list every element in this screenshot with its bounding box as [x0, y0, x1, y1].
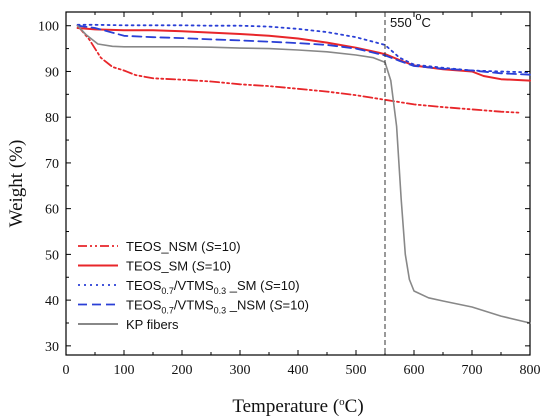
- y-tick-label: 50: [45, 248, 59, 263]
- legend-text-part: 0.7: [161, 286, 174, 296]
- legend-text-part: KP fibers: [126, 317, 179, 332]
- x-tick-label: 700: [462, 363, 483, 378]
- y-tick-label: 90: [45, 65, 59, 80]
- x-tick-label: 800: [520, 363, 541, 378]
- annotation-layer: 550 oC: [384, 11, 431, 355]
- series-line-0: [76, 24, 520, 114]
- ticks-layer: 0 100 200 300 400 500 600 700 800 30 40 50 60 70 80 90 1…: [38, 12, 541, 378]
- series-layer: [76, 23, 531, 324]
- y-tick-label: 40: [45, 294, 59, 309]
- legend-text-part: TEOS_SM (: [126, 259, 197, 274]
- legend-text-part: S: [205, 239, 214, 254]
- legend-entry-3: TEOS0.7/VTMS0.3 _NSM (S=10): [126, 298, 309, 316]
- x-tick-label: 300: [230, 363, 251, 378]
- x-axis-label-unit: C): [345, 396, 364, 417]
- legend-entry-2: TEOS0.7/VTMS0.3 _SM (S=10): [126, 278, 300, 296]
- legend-text-part: S: [274, 298, 283, 313]
- axis-labels: Temperature (oC) Weight (%): [6, 140, 364, 417]
- reference-line-label: 550 oC: [390, 11, 431, 30]
- legend-text-part: 0.3: [214, 306, 227, 316]
- x-axis-label: Temperature (oC): [232, 396, 363, 417]
- y-tick-label: 80: [45, 111, 59, 126]
- x-tick-label: 100: [114, 363, 135, 378]
- legend-text-part: S: [264, 278, 273, 293]
- legend-text-part: =10): [205, 259, 231, 274]
- legend-text-part: /VTMS: [174, 298, 214, 313]
- legend-text-part: /VTMS: [174, 278, 214, 293]
- legend-text-part: TEOS: [126, 278, 162, 293]
- y-tick-label: 100: [38, 20, 59, 35]
- legend-text-part: =10): [273, 278, 299, 293]
- x-tick-label: 200: [172, 363, 193, 378]
- x-axis-label-main: Temperature (: [232, 396, 339, 417]
- legend-text-part: 0.7: [161, 306, 174, 316]
- legend-text-part: =10): [214, 239, 240, 254]
- legend-text-part: S: [196, 259, 205, 274]
- legend-entry-4: KP fibers: [126, 317, 179, 332]
- legend-text-part: =10): [283, 298, 309, 313]
- series-line-2: [76, 23, 531, 74]
- y-tick-label: 30: [45, 340, 59, 355]
- legend-text-part: _SM (: [226, 278, 265, 293]
- legend: TEOS_NSM (S=10)TEOS_SM (S=10)TEOS0.7/VTM…: [78, 239, 309, 332]
- legend-text-part: _NSM (: [226, 298, 274, 313]
- reference-label-value: 550: [390, 15, 415, 30]
- series-line-3: [76, 24, 531, 76]
- x-axis-label-degree: o: [339, 396, 345, 408]
- x-tick-label: 600: [404, 363, 425, 378]
- legend-text-part: 0.3: [214, 286, 227, 296]
- series-line-4: [76, 24, 531, 324]
- x-tick-label: 500: [346, 363, 367, 378]
- x-tick-label: 400: [288, 363, 309, 378]
- reference-label-unit: C: [421, 15, 430, 30]
- legend-entry-1: TEOS_SM (S=10): [126, 259, 231, 274]
- legend-text-part: TEOS: [126, 298, 162, 313]
- y-tick-label: 70: [45, 157, 59, 172]
- y-tick-label: 60: [45, 203, 59, 218]
- y-axis-label: Weight (%): [6, 140, 27, 228]
- legend-text-part: TEOS_NSM (: [126, 239, 206, 254]
- reference-label-degree: o: [415, 11, 421, 23]
- x-tick-label: 0: [63, 363, 70, 378]
- legend-entry-0: TEOS_NSM (S=10): [126, 239, 241, 254]
- series-line-1: [76, 27, 531, 82]
